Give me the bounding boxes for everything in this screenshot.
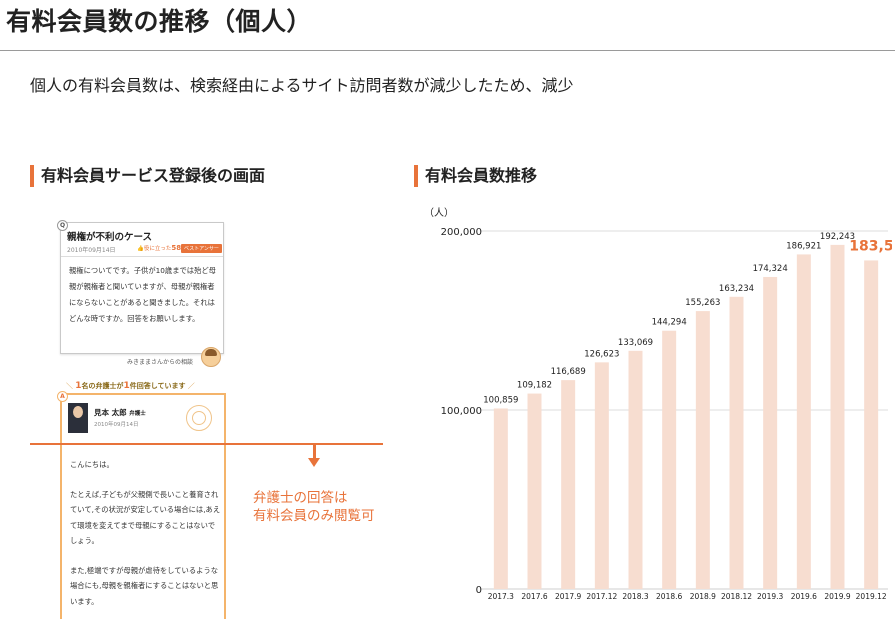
question-card: 親権が不利のケース 2010年09月14日 👍役に立った582 ベストアンサー … [60,222,224,354]
bar [561,380,576,589]
y-tick-label: 100,000 [441,406,482,417]
bar-value-label: 144,294 [652,318,687,328]
section-heading-screen: 有料会員サービス登録後の画面 [30,165,265,187]
page-title: 有料会員数の推移（個人） [6,7,313,36]
x-tick-label: 2018.12 [721,592,752,601]
section-heading-chart: 有料会員数推移 [414,165,537,187]
y-unit-label: （人） [424,207,454,219]
down-arrow-head-icon [308,458,320,467]
paywall-note-line1: 弁護士の回答は [253,490,348,506]
x-tick-label: 2019.9 [824,592,850,601]
answer-count-middle: 名の弁護士が [81,382,124,390]
x-tick-label: 2017.6 [521,592,547,601]
helpful-label: 役に立った [143,246,172,252]
helpful-count: 582 [171,244,186,252]
question-title: 親権が不利のケース [67,232,153,243]
bar [830,244,845,590]
answer-card: 見本 太郎 弁護士 2010年09月14日 こんにちは。 たとえば,子どもが父親… [60,393,226,619]
lawyer-name: 見本 太郎 弁護士 [94,408,146,417]
bar [695,311,710,589]
answer-count-banner: ＼ 1名の弁護士が1件回答しています ／ [66,381,195,391]
bar-value-label: 192,243 [820,232,855,242]
bar-value-label: 126,623 [584,349,619,359]
bar [729,296,744,589]
y-tick-label: 0 [476,585,482,596]
x-tick-label: 2019.12 [856,592,887,601]
paywall-line [30,443,383,445]
bar [662,330,677,589]
question-divider [61,256,223,257]
y-tick-label: 200,000 [441,227,482,238]
x-tick-label: 2018.9 [690,592,716,601]
answer-count-suffix: 件回答しています [129,382,186,390]
x-tick-label: 2018.3 [622,592,648,601]
answer-paragraph: また,極端ですが母親が虐待をしているような場合にも,母親を親権者にすることはない… [70,565,219,606]
best-answer-badge: ベストアンサー [181,244,222,253]
paywall-note: 弁護士の回答は 有料会員のみ閲覧可 [253,489,375,525]
paywall-note-line2: 有料会員のみ閲覧可 [253,508,375,524]
bar [527,393,542,589]
latest-value-label: 183,560 [849,238,892,254]
answer-body: こんにちは。 たとえば,子どもが父親側で長いこと養育されていて,その状況が安定し… [70,457,222,623]
lawyer-count: 1 [75,381,82,391]
bar-value-label: 174,324 [753,264,788,274]
bar [493,408,508,589]
bar-value-label: 133,069 [618,338,653,348]
bar-value-label: 100,859 [483,395,518,405]
answer-date: 2010年09月14日 [94,422,139,428]
bar-value-label: 186,921 [786,241,821,251]
question-badge: Q [57,220,68,231]
bar [864,260,879,589]
x-tick-label: 2018.6 [656,592,682,601]
consulter-avatar-icon [201,347,221,367]
x-tick-label: 2019.3 [757,592,783,601]
bar-value-label: 116,689 [551,367,586,377]
question-body: 親権についてです。子供が10歳までは殆ど母親が親権者と聞いていますが、母親が親権… [69,266,216,323]
answer-paragraph: こんにちは。 [70,460,114,469]
answer-badge: A [57,391,68,402]
x-tick-label: 2017.9 [555,592,581,601]
lawyer-photo [68,403,88,433]
answer-count-number: 1 [123,381,130,391]
answer-paragraph: たとえば,子どもが父親側で長いこと養育されていて,その状況が安定している場合には… [70,489,221,546]
bar [594,362,609,589]
x-tick-label: 2017.12 [586,592,617,601]
bar-value-label: 155,263 [685,298,720,308]
x-tick-label: 2017.3 [488,592,514,601]
down-arrow-icon [313,444,316,459]
bar [628,350,643,589]
member-count-chart: （人） 0 100,000 200,000 100,859 2017.3 109,182 20… [424,207,892,601]
bar-value-label: 163,234 [719,284,754,294]
lawyer-badge-icon [186,405,212,431]
bar-value-label: 109,182 [517,381,552,391]
page-subtitle: 個人の有料会員数は、検索経由によるサイト訪問者数が減少したため、減少 [30,76,574,95]
lawyer-title: 弁護士 [129,411,146,417]
consult-caption: みきままさんからの相談 [127,359,194,366]
x-tick-label: 2019.6 [791,592,817,601]
bar [796,254,811,589]
helpful-counter: 👍役に立った582 [137,244,186,252]
bar [763,276,778,589]
title-divider [0,50,895,51]
question-date: 2010年09月14日 [67,247,116,254]
